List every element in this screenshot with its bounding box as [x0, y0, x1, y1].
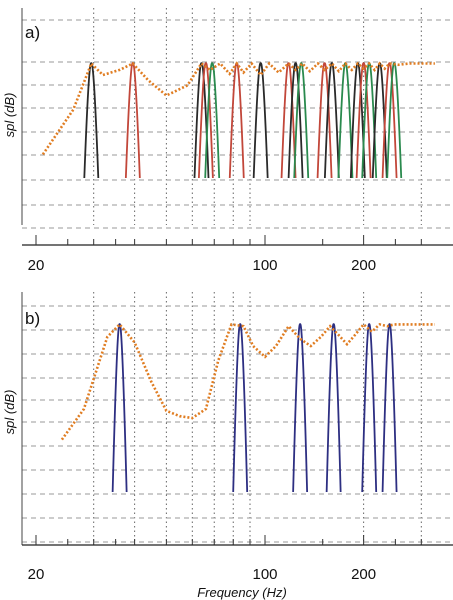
panel-b-label: b) — [25, 309, 40, 328]
x-tick-label: 200 — [351, 257, 376, 274]
band-filter-curve — [381, 323, 398, 493]
panel-b-envelope — [60, 322, 435, 441]
band-filter-curve — [252, 62, 269, 179]
band-filter-curve — [83, 62, 100, 179]
band-filter-curve — [287, 62, 304, 179]
band-filter-curve — [316, 62, 333, 179]
panel-b: b) spl (dB) 20 100 200 Frequency (Hz) — [2, 292, 453, 600]
band-filter-curve — [111, 323, 128, 493]
panel-b-x-axis: 20 100 200 — [22, 535, 453, 583]
band-filter-curve — [232, 323, 249, 493]
panel-a-grid — [21, 8, 453, 229]
band-filter-curve — [228, 62, 245, 179]
x-tick-label: 100 — [252, 257, 277, 274]
panel-a-ylabel: spl (dB) — [2, 93, 17, 138]
band-filter-curve — [280, 62, 297, 179]
band-filter-curve — [193, 62, 210, 179]
x-tick-label: 200 — [351, 566, 376, 583]
panel-a: a) spl (dB) 20 100 200 — [2, 8, 453, 274]
band-filter-curve — [197, 62, 214, 179]
band-filter-curve — [355, 62, 372, 179]
band-filter-curve — [325, 323, 342, 493]
panel-b-ylabel: spl (dB) — [2, 390, 17, 435]
x-tick-label: 20 — [28, 566, 45, 583]
band-filter-curve — [124, 62, 141, 179]
band-filter-curve — [323, 62, 340, 179]
band-filter-curve — [204, 62, 221, 179]
panel-a-label: a) — [25, 23, 40, 42]
panel-a-envelope — [41, 61, 435, 156]
panel-a-bands — [83, 62, 403, 179]
panel-b-xlabel: Frequency (Hz) — [197, 585, 287, 600]
band-filter-curve — [292, 323, 309, 493]
x-tick-label: 100 — [252, 566, 277, 583]
x-tick-label: 20 — [28, 257, 45, 274]
panel-a-x-axis: 20 100 200 — [22, 235, 453, 274]
band-filter-curve — [361, 323, 378, 493]
band-filter-curve — [381, 62, 398, 179]
panel-b-bands — [111, 323, 398, 493]
band-filter-curve — [337, 62, 354, 179]
